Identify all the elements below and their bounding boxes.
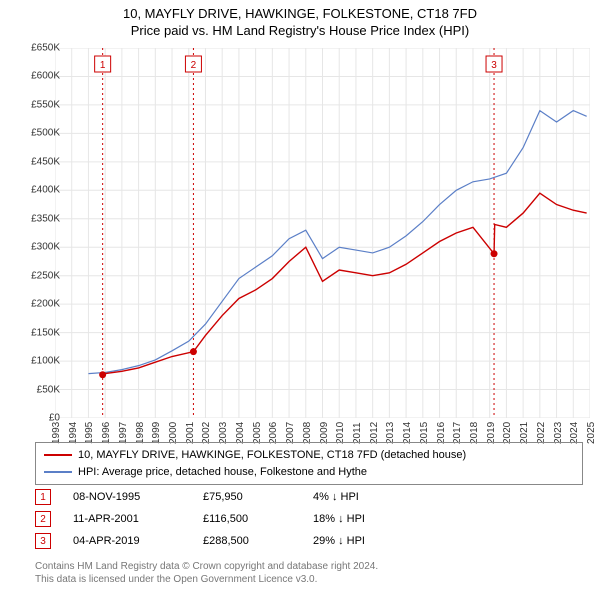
xtick-label: 2011 [352,422,363,444]
marker-row-3: 3 04-APR-2019 £288,500 29% ↓ HPI [35,530,413,552]
xtick-label: 2007 [285,422,296,444]
xtick-label: 2023 [553,422,564,444]
xtick-label: 2025 [586,422,597,444]
xtick-label: 2012 [369,422,380,444]
marker-num-1: 1 [35,489,51,505]
xtick-label: 2013 [385,422,396,444]
xtick-label: 2001 [185,422,196,444]
xtick-label: 2006 [268,422,279,444]
marker-row-1: 1 08-NOV-1995 £75,950 4% ↓ HPI [35,486,413,508]
legend-label-2: HPI: Average price, detached house, Folk… [78,464,367,481]
ytick-label: £100K [31,356,60,367]
svg-text:3: 3 [491,60,497,71]
ytick-label: £650K [31,43,60,54]
xtick-label: 2019 [486,422,497,444]
marker-price-3: £288,500 [203,535,313,547]
ytick-label: £200K [31,299,60,310]
ytick-label: £150K [31,327,60,338]
xtick-label: 2002 [201,422,212,444]
xtick-label: 2020 [502,422,513,444]
marker-date-3: 04-APR-2019 [73,535,203,547]
xtick-label: 1996 [101,422,112,444]
legend-row-2: HPI: Average price, detached house, Folk… [44,464,574,481]
ytick-label: £550K [31,99,60,110]
xtick-label: 2014 [402,422,413,444]
xtick-label: 2008 [302,422,313,444]
marker-date-2: 11-APR-2001 [73,513,203,525]
xtick-label: 1997 [118,422,129,444]
marker-pct-1: 4% ↓ HPI [313,491,413,503]
marker-row-2: 2 11-APR-2001 £116,500 18% ↓ HPI [35,508,413,530]
svg-text:2: 2 [191,60,197,71]
chart-title: 10, MAYFLY DRIVE, HAWKINGE, FOLKESTONE, … [0,0,600,40]
line-chart: 1 2 3 [55,48,590,418]
title-line1: 10, MAYFLY DRIVE, HAWKINGE, FOLKESTONE, … [0,6,600,23]
xtick-label: 1994 [68,422,79,444]
xtick-label: 2010 [335,422,346,444]
marker-pct-3: 29% ↓ HPI [313,535,413,547]
ytick-label: £400K [31,185,60,196]
marker-num-3: 3 [35,533,51,549]
ytick-label: £500K [31,128,60,139]
marker-num-2: 2 [35,511,51,527]
legend-label-1: 10, MAYFLY DRIVE, HAWKINGE, FOLKESTONE, … [78,447,466,464]
xtick-label: 2017 [452,422,463,444]
xtick-label: 2022 [536,422,547,444]
marker-pct-2: 18% ↓ HPI [313,513,413,525]
legend-swatch-2 [44,471,72,473]
xtick-label: 2015 [419,422,430,444]
footer-line1: Contains HM Land Registry data © Crown c… [35,560,378,573]
legend-row-1: 10, MAYFLY DRIVE, HAWKINGE, FOLKESTONE, … [44,447,574,464]
xtick-label: 1998 [135,422,146,444]
marker-date-1: 08-NOV-1995 [73,491,203,503]
legend: 10, MAYFLY DRIVE, HAWKINGE, FOLKESTONE, … [35,442,583,485]
xtick-label: 2000 [168,422,179,444]
svg-text:1: 1 [100,60,106,71]
ytick-label: £350K [31,213,60,224]
ytick-label: £600K [31,71,60,82]
marker-price-2: £116,500 [203,513,313,525]
marker-price-1: £75,950 [203,491,313,503]
ytick-label: £250K [31,270,60,281]
xtick-label: 1999 [151,422,162,444]
xtick-label: 2004 [235,422,246,444]
footer: Contains HM Land Registry data © Crown c… [35,560,378,586]
ytick-label: £300K [31,242,60,253]
title-line2: Price paid vs. HM Land Registry's House … [0,23,600,40]
xtick-label: 2024 [569,422,580,444]
xtick-label: 1995 [84,422,95,444]
xtick-label: 2005 [252,422,263,444]
legend-swatch-1 [44,454,72,456]
xtick-label: 2021 [519,422,530,444]
ytick-label: £50K [37,384,60,395]
ytick-label: £450K [31,156,60,167]
footer-line2: This data is licensed under the Open Gov… [35,573,378,586]
xtick-label: 1993 [51,422,62,444]
xtick-label: 2018 [469,422,480,444]
xtick-label: 2009 [319,422,330,444]
chart-container: 10, MAYFLY DRIVE, HAWKINGE, FOLKESTONE, … [0,0,600,590]
marker-table: 1 08-NOV-1995 £75,950 4% ↓ HPI 2 11-APR-… [35,486,413,552]
xtick-label: 2016 [436,422,447,444]
xtick-label: 2003 [218,422,229,444]
